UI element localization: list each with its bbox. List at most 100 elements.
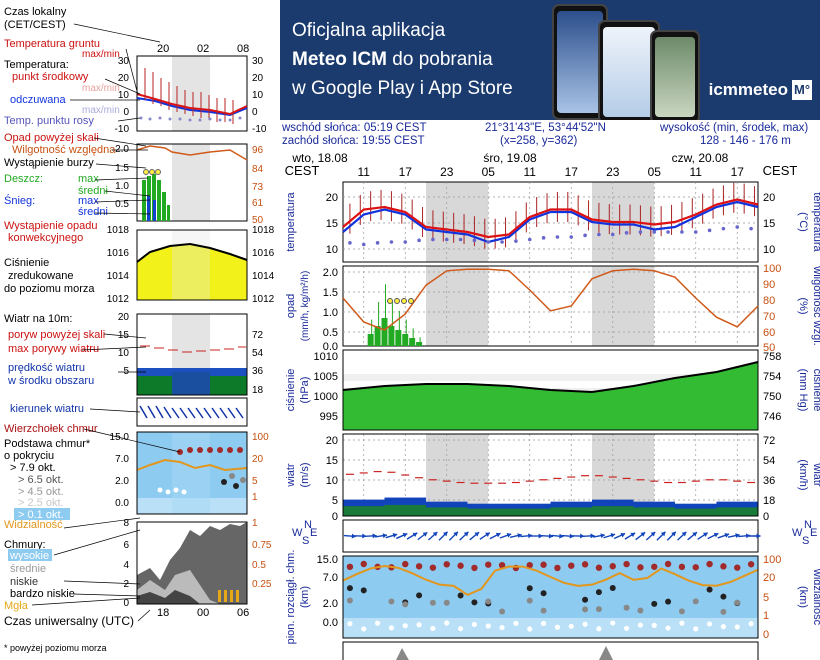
legend-vis-r3: 5	[252, 476, 258, 487]
wind-arrow	[530, 533, 543, 539]
wind-arrow-head	[559, 533, 564, 539]
wind-arrow	[727, 533, 740, 539]
dewpoint-dot	[721, 226, 726, 231]
cloud-top-dot	[457, 562, 464, 569]
wind-arrow-head	[610, 533, 616, 538]
elevation-values: 128 - 146 - 176 m	[700, 135, 791, 147]
wind-arrow	[635, 531, 646, 541]
wind-arrow	[624, 532, 636, 540]
legend-precip-l3: 1.0	[115, 181, 129, 192]
rh-unit: (%)	[797, 297, 809, 314]
temp-tick-r10: 10	[763, 244, 775, 256]
wind-arrow-head	[756, 533, 761, 539]
wind-tick-10: 10	[326, 475, 338, 487]
hour-bot-1: 18	[157, 607, 169, 619]
cloud-base-dot	[623, 604, 630, 611]
wind-arrow	[509, 533, 522, 539]
gust-max-label: max porywy wiatru	[8, 343, 99, 355]
wind-arrow-head	[671, 531, 676, 537]
icmmeteo-logo: icmmeteo	[708, 80, 788, 99]
by-cover-label: o pokryciu	[4, 450, 54, 462]
legend-press-r3: 1014	[252, 271, 275, 282]
meteogram: wto, 18.08 śro, 19.08 czw, 20.08 CEST CE…	[285, 151, 820, 660]
dewpoint-dot	[707, 228, 712, 233]
legend-press-r4: 1012	[252, 294, 275, 305]
dewpoint-dot	[597, 232, 601, 237]
temp-tick-10: 10	[326, 244, 338, 256]
wind-tick-20: 20	[326, 435, 338, 447]
cloud-low-dot	[499, 624, 505, 631]
legend-press-l4: 1012	[107, 294, 130, 305]
app-promo-banner[interactable]: Oficjalna aplikacja Meteo ICM do pobrani…	[280, 0, 820, 120]
local-time-zone: (CET/CEST)	[4, 19, 66, 31]
wind-arrow-head	[392, 533, 398, 538]
temp-tick-r20: 20	[763, 192, 775, 204]
wind-arrow-head	[640, 532, 646, 537]
temp-axis-label-right: temperatura	[811, 192, 820, 252]
dewpoint-dot	[472, 238, 477, 243]
okt01-label: > 0.1 okt.	[18, 509, 64, 521]
cloud-low-dot	[596, 626, 602, 632]
cloud-base-dot	[692, 598, 699, 605]
wind-arrow	[707, 532, 719, 540]
tz-right: CEST	[763, 163, 798, 178]
cloud-low-dot	[637, 622, 644, 628]
visibility-line	[342, 564, 759, 597]
wind-arrow	[520, 533, 533, 539]
rain-mean: średni	[78, 185, 108, 197]
legend-cb-l3: 2.0	[115, 476, 129, 487]
cloud-low-dot	[527, 626, 533, 632]
dewpoint-dot	[610, 232, 615, 237]
cloud-low-dot	[706, 621, 713, 627]
wind-arrow-head	[660, 531, 666, 537]
press-tick-1000: 1000	[314, 391, 338, 403]
legend-rh-r5: 50	[252, 215, 264, 226]
wind-arrow-head	[351, 533, 356, 539]
hour-label: 05	[482, 165, 496, 179]
wind-arrow	[613, 532, 626, 540]
compass-e-left: E	[310, 527, 317, 539]
precip-bar	[409, 338, 416, 346]
legend-vis-r1: 100	[252, 432, 269, 443]
rh-tick-100: 100	[763, 263, 781, 275]
legend-rh-r1: 96	[252, 145, 264, 156]
logo-box: M°	[792, 80, 812, 100]
precip-tick-2: 1.0	[323, 307, 338, 319]
rain-max: max	[78, 173, 99, 185]
precip-tick-3: 0.5	[323, 327, 338, 339]
mid-point-label: punkt środkowy	[12, 71, 89, 83]
ground-temp-label: Temperatura gruntu	[4, 38, 100, 50]
press-r-754: 754	[763, 371, 781, 383]
wind-speed-label: prędkość wiatru	[8, 362, 85, 374]
dewpoint-dot	[389, 240, 394, 244]
wind-arrow	[448, 531, 459, 541]
compass-s-left: S	[302, 535, 309, 547]
okt01-bg	[14, 508, 70, 520]
wind-speed-inner	[426, 507, 468, 516]
legend-wind-l2: 15	[118, 330, 130, 341]
hour-label: 11	[358, 165, 371, 179]
wind-arrow-head	[528, 533, 533, 539]
temp-blue-line	[342, 200, 759, 244]
legend-cb-l2: 7.0	[115, 454, 129, 465]
cloud-top-dot	[415, 563, 423, 570]
dewpoint-dot	[375, 241, 380, 245]
wind-arrow	[469, 531, 480, 541]
wind-arrow-head	[692, 532, 697, 537]
cloud-top-dot	[623, 560, 630, 568]
okt45-label: > 4.5 okt.	[18, 486, 64, 498]
compass-n-right: N	[804, 519, 812, 531]
apparent-maxmin: max/min	[82, 105, 120, 116]
cloud-low-dot	[471, 621, 478, 628]
vis-tick-100: 100	[763, 554, 781, 566]
wind-arrow-head	[590, 533, 595, 539]
cloud-low-dot	[457, 626, 464, 632]
pressure-label-1: Ciśnienie	[4, 257, 49, 269]
precip-bar	[381, 318, 388, 346]
wind-tick-5: 5	[332, 495, 338, 507]
press-r-750: 750	[763, 391, 781, 403]
dewpoint-label: Temp. punktu rosy	[4, 115, 94, 127]
wind-speed-inner	[550, 507, 592, 516]
cloud-low-dot	[361, 626, 367, 632]
wind-arrow	[541, 533, 554, 539]
